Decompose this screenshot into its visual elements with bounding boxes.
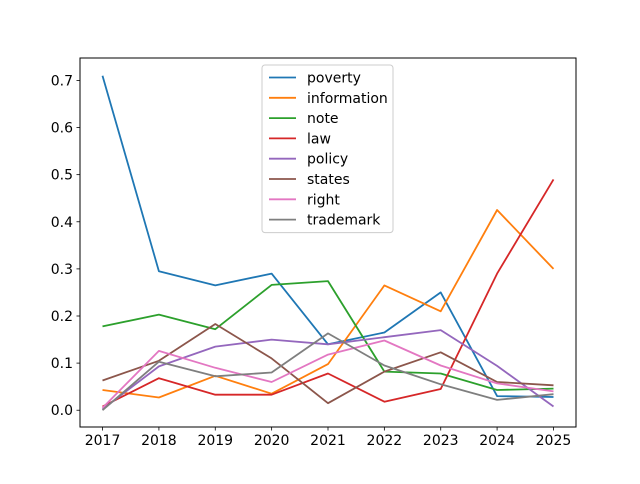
y-tick-label: 0.1 <box>51 356 73 372</box>
x-tick-label: 2017 <box>85 433 121 449</box>
series-line-policy <box>101 329 555 411</box>
y-tick-label: 0.7 <box>51 73 73 89</box>
x-tick-label: 2018 <box>141 433 177 449</box>
axes-spines <box>79 57 577 428</box>
y-tick-label: 0.6 <box>51 121 73 137</box>
legend-label-states: states <box>307 172 350 188</box>
x-tick-label: 2019 <box>197 433 233 449</box>
legend-label-poverty: poverty <box>307 71 361 87</box>
legend-label-right: right <box>307 192 340 208</box>
legend-label-policy: policy <box>307 152 348 168</box>
y-tick-label: 0.0 <box>51 403 73 419</box>
legend-box <box>261 64 394 234</box>
y-tick-label: 0.2 <box>51 309 73 325</box>
legend-label-law: law <box>307 131 331 147</box>
y-tick-label: 0.4 <box>51 215 73 231</box>
series-line-states <box>102 323 554 405</box>
series-line-right <box>101 339 554 409</box>
y-tick-label: 0.3 <box>51 262 73 278</box>
series-line-trademark <box>101 332 554 411</box>
x-tick-label: 2021 <box>310 433 346 449</box>
x-tick-label: 2020 <box>254 433 290 449</box>
x-tick-label: 2024 <box>479 433 515 449</box>
x-tick-label: 2022 <box>367 433 403 449</box>
legend-label-note: note <box>307 111 339 127</box>
legend-label-information: information <box>307 91 388 107</box>
series-line-law <box>102 178 555 408</box>
series-line-note <box>102 280 554 391</box>
series-line-information <box>102 209 555 399</box>
x-tick-label: 2025 <box>536 433 572 449</box>
y-tick-label: 0.5 <box>51 168 73 184</box>
x-tick-label: 2023 <box>423 433 459 449</box>
legend-label-trademark: trademark <box>307 213 381 229</box>
